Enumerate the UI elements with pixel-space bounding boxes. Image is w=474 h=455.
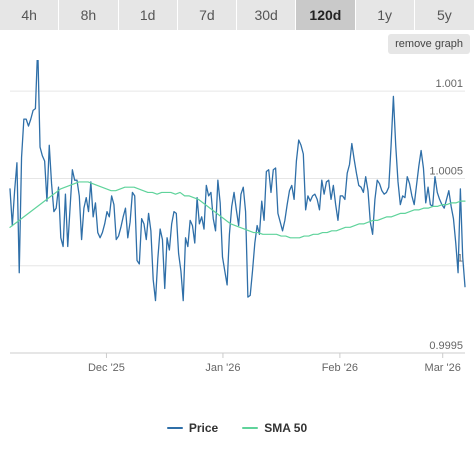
- tab-1y[interactable]: 1y: [355, 0, 415, 30]
- y-tick-label: 1: [457, 253, 463, 265]
- tab-4h[interactable]: 4h: [0, 0, 60, 30]
- tab-5y[interactable]: 5y: [414, 0, 474, 30]
- price-chart: 1.001 1.0005 1 0.9995 Dec '25 Jan '26 Feb '26 M…: [0, 60, 474, 390]
- y-tick-label: 0.9995: [429, 340, 463, 352]
- remove-graph-button[interactable]: remove graph: [388, 34, 470, 54]
- legend-item-price[interactable]: Price: [166, 421, 219, 435]
- legend-item-sma[interactable]: SMA 50: [242, 421, 307, 435]
- series-line-sma-50: [9, 181, 466, 239]
- legend-swatch-price: [166, 427, 183, 429]
- price-chart-svg: 1.001 1.0005 1 0.9995 Dec '25 Jan '26 Feb '26 M…: [9, 60, 466, 374]
- legend-label-sma: SMA 50: [264, 421, 308, 435]
- chart-legend: Price SMA 50: [0, 416, 474, 440]
- y-tick-label: 1.001: [435, 78, 463, 90]
- y-tick-label: 1.0005: [429, 165, 463, 177]
- tab-30d[interactable]: 30d: [237, 0, 297, 30]
- tab-7d[interactable]: 7d: [177, 0, 237, 30]
- x-tick-label: Dec '25: [88, 362, 125, 374]
- x-tick-label: Jan '26: [205, 362, 240, 374]
- tab-8h[interactable]: 8h: [59, 0, 119, 30]
- legend-swatch-sma: [242, 427, 259, 429]
- x-tick-label: Feb '26: [322, 362, 358, 374]
- legend-label-price: Price: [188, 421, 219, 435]
- x-tick-label: Mar '26: [425, 362, 461, 374]
- series-line-price: [9, 60, 466, 302]
- tab-120d[interactable]: 120d: [296, 0, 356, 30]
- tab-1d[interactable]: 1d: [118, 0, 178, 30]
- time-range-tabs: 4h 8h 1d 7d 30d 120d 1y 5y: [0, 0, 474, 30]
